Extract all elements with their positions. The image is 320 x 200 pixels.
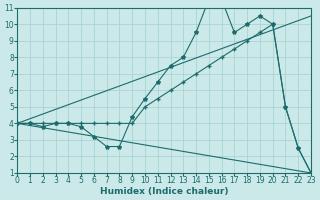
X-axis label: Humidex (Indice chaleur): Humidex (Indice chaleur) xyxy=(100,187,228,196)
